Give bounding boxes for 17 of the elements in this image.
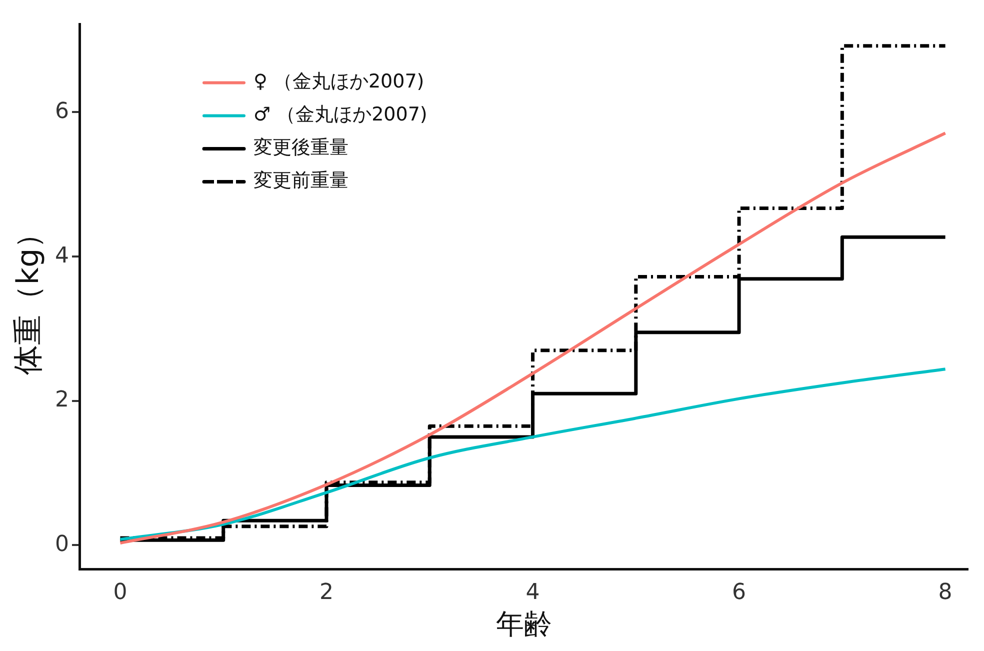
x-tick-label: 4: [526, 580, 540, 605]
legend-label: ♀ （金丸ほか2007): [253, 70, 424, 93]
x-tick-label: 0: [113, 580, 128, 605]
y-axis-title: 体重（kg）: [10, 218, 46, 375]
y-tick-label: 4: [54, 243, 69, 268]
x-axis-title: 年齢: [496, 607, 552, 640]
y-tick-label: 0: [54, 532, 69, 557]
legend-label: 変更後重量: [253, 136, 348, 159]
line-series: [118, 368, 947, 541]
x-tick-label: 2: [319, 580, 334, 605]
x-tick-label: 8: [938, 580, 952, 605]
legend-label: 変更前重量: [253, 170, 348, 192]
y-tick-label: 2: [54, 388, 69, 413]
y-tick-label: 6: [54, 98, 69, 124]
line-series: [118, 132, 947, 545]
x-tick-label: 6: [732, 580, 746, 605]
legend-label: ♂ （金丸ほか2007): [253, 104, 428, 126]
